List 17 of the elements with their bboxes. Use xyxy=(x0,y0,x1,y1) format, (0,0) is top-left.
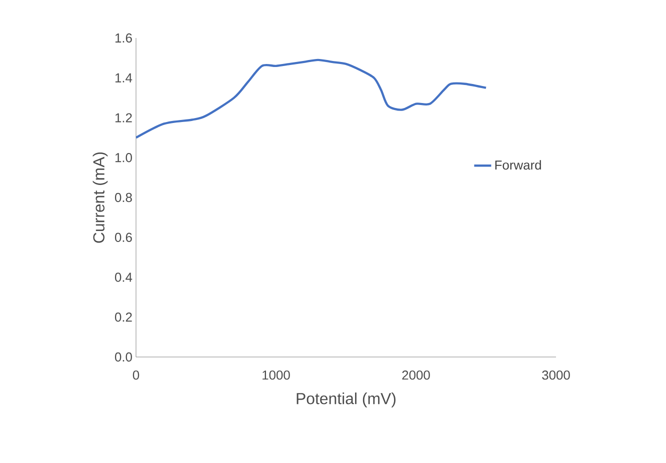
y-tick-label: 0.2 xyxy=(114,312,132,322)
line-series xyxy=(136,58,488,139)
legend-label: Forward xyxy=(495,160,541,170)
y-tick-label: 0.4 xyxy=(114,272,132,282)
y-tick-label: 0.6 xyxy=(114,232,132,242)
y-tick-label: 1.0 xyxy=(115,153,132,162)
x-tick-label: 2000 xyxy=(402,370,430,380)
x-tick-label: 3000 xyxy=(542,370,570,380)
x-tick-label: 0 xyxy=(132,370,140,380)
x-tick-label: 1000 xyxy=(262,370,290,380)
x-axis-title: Potential (mV) xyxy=(296,392,396,408)
y-tick-label: 0.0 xyxy=(114,352,132,362)
y-tick-label: 1.6 xyxy=(115,33,132,43)
y-tick-label: 1.2 xyxy=(115,113,132,122)
y-axis-title: Current (mA) xyxy=(92,152,108,243)
y-tick-label: 1.4 xyxy=(115,73,132,82)
y-tick-label: 0.8 xyxy=(114,192,132,202)
